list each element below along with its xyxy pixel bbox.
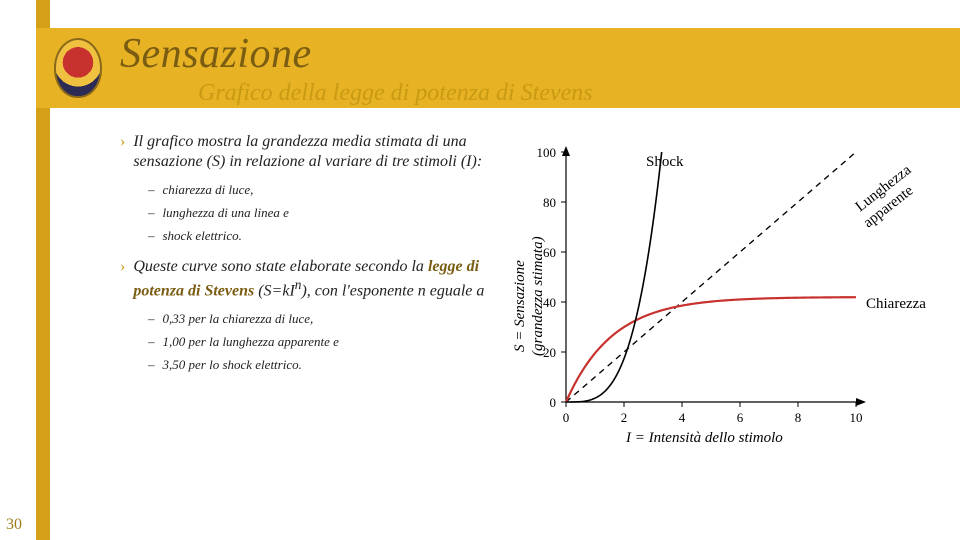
bullet-marker: › xyxy=(120,132,125,172)
slide-title: Sensazione xyxy=(120,30,312,78)
sub-item: –1,00 per la lunghezza apparente e xyxy=(148,334,490,351)
stevens-chart: 020406080100 0246810 Shock Chiarezza Lun… xyxy=(496,132,936,462)
svg-text:Chiarezza: Chiarezza xyxy=(866,296,926,312)
sub-item: –3,50 per lo shock elettrico. xyxy=(148,357,490,374)
svg-text:(grandezza stimata): (grandezza stimata) xyxy=(530,236,546,356)
sub-item: –chiarezza di luce, xyxy=(148,182,490,199)
sub-list-2: –0,33 per la chiarezza di luce, –1,00 pe… xyxy=(148,311,490,374)
sub-item: –shock elettrico. xyxy=(148,228,490,245)
svg-text:0: 0 xyxy=(563,410,570,425)
svg-text:8: 8 xyxy=(795,410,802,425)
bullet-main-2: › Queste curve sono state elaborate seco… xyxy=(120,257,490,301)
slide-subtitle: Grafico della legge di potenza di Steven… xyxy=(198,80,593,107)
sub-item: –lunghezza di una linea e xyxy=(148,205,490,222)
svg-text:10: 10 xyxy=(850,410,863,425)
svg-text:Shock: Shock xyxy=(646,154,684,170)
svg-text:I = Intensità dello stimolo: I = Intensità dello stimolo xyxy=(625,430,783,446)
svg-text:4: 4 xyxy=(679,410,686,425)
svg-text:80: 80 xyxy=(543,195,556,210)
page-number: 30 xyxy=(6,516,22,534)
bullet-text: Il grafico mostra la grandezza media sti… xyxy=(133,132,490,172)
text-content: › Il grafico mostra la grandezza media s… xyxy=(120,132,490,386)
sub-item: –0,33 per la chiarezza di luce, xyxy=(148,311,490,328)
sub-list-1: –chiarezza di luce, –lunghezza di una li… xyxy=(148,182,490,245)
bullet-marker: › xyxy=(120,257,125,301)
crest-badge xyxy=(54,38,102,98)
svg-text:0: 0 xyxy=(550,395,557,410)
svg-text:6: 6 xyxy=(737,410,744,425)
bullet-text: Queste curve sono state elaborate second… xyxy=(133,257,490,301)
svg-text:S = Sensazione: S = Sensazione xyxy=(512,260,528,352)
bullet-main-1: › Il grafico mostra la grandezza media s… xyxy=(120,132,490,172)
svg-text:2: 2 xyxy=(621,410,628,425)
svg-text:100: 100 xyxy=(537,145,557,160)
